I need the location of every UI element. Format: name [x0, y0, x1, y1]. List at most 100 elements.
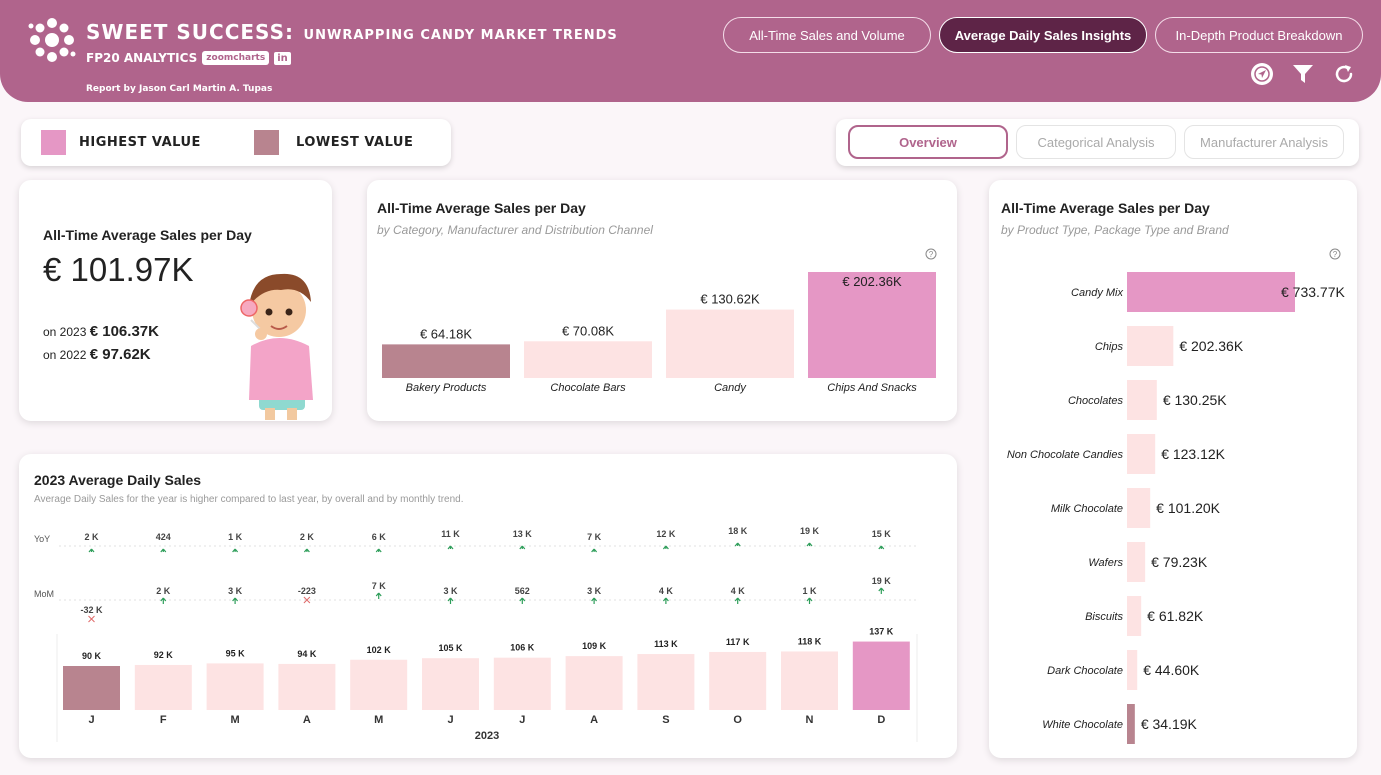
product-bar: [1127, 272, 1295, 312]
monthly-bar-chart: YoY MoM 2 K -32 K 90 K J 424 2 K 92 K F 1 K 3 K 95 K…: [34, 526, 919, 742]
up-arrow-icon: [519, 597, 526, 604]
tab-categorical-analysis[interactable]: Categorical Analysis: [1016, 125, 1176, 159]
month-bar: [134, 664, 192, 710]
nav-average-daily-sales[interactable]: Average Daily Sales Insights: [939, 17, 1147, 53]
legend-box: HIGHEST VALUE LOWEST VALUE: [21, 119, 451, 166]
product-bar: [1127, 704, 1135, 744]
month-tick-label: M: [374, 714, 383, 726]
monthly-chart-subtitle: Average Daily Sales for the year is high…: [34, 494, 464, 505]
navigate-icon[interactable]: [1250, 62, 1274, 86]
up-arrow-icon: [375, 548, 382, 553]
mom-value-label: 4 K: [659, 586, 674, 596]
svg-text:?: ?: [929, 250, 934, 259]
month-tick-label: J: [519, 714, 525, 726]
partner-logo[interactable]: zoomcharts: [202, 51, 270, 65]
product-bar: [1127, 542, 1146, 582]
up-arrow-icon: [591, 548, 598, 553]
mom-value-label: 2 K: [156, 586, 171, 596]
category-bar: [524, 341, 652, 378]
month-bar: [565, 656, 623, 710]
month-bar: [422, 658, 479, 710]
highest-value-swatch: [41, 130, 66, 155]
down-arrow-icon: [88, 615, 95, 623]
product-bar-chart: Candy Mix € 733.77K Chips € 202.36K Chocolat…: [1007, 272, 1345, 744]
x-axis-title: 2023: [475, 730, 499, 742]
tab-manufacturer-analysis[interactable]: Manufacturer Analysis: [1184, 125, 1344, 159]
month-value-label: 113 K: [654, 639, 678, 649]
refresh-icon[interactable]: [1332, 62, 1356, 86]
category-value-label: € 202.36K: [842, 274, 902, 289]
monthly-chart-card: 2023 Average Daily Sales Average Daily S…: [19, 454, 957, 758]
category-value-label: € 70.08K: [562, 323, 614, 338]
product-tick-label: Non Chocolate Candies: [1007, 449, 1124, 461]
brand-name: FP20 ANALYTICS: [86, 51, 198, 65]
mom-value-label: 1 K: [802, 586, 817, 596]
kpi-2022-row: on 2022 € 97.62K: [43, 346, 151, 363]
up-arrow-icon: [662, 597, 669, 604]
mom-value-label: -32 K: [80, 605, 103, 615]
linkedin-icon[interactable]: in: [274, 51, 291, 65]
mom-value-label: 562: [515, 586, 530, 596]
nav-product-breakdown[interactable]: In-Depth Product Breakdown: [1155, 17, 1363, 53]
up-arrow-icon: [806, 542, 813, 547]
help-icon[interactable]: ?: [925, 248, 937, 260]
kpi-2023-value: € 106.37K: [89, 323, 159, 340]
product-chart-card: All-Time Average Sales per Day by Produc…: [989, 180, 1357, 758]
yoy-value-label: 2 K: [300, 532, 315, 542]
month-value-label: 106 K: [510, 643, 535, 653]
filter-icon[interactable]: [1291, 62, 1315, 86]
tab-overview[interactable]: Overview: [848, 125, 1008, 159]
product-bar: [1127, 326, 1174, 366]
kpi-card: All-Time Average Sales per Day € 101.97K…: [19, 180, 332, 421]
month-bar: [781, 651, 838, 710]
month-tick-label: O: [733, 714, 742, 726]
product-value-label: € 202.36K: [1179, 338, 1243, 354]
help-icon[interactable]: ?: [1329, 248, 1341, 260]
month-tick-label: J: [447, 714, 453, 726]
up-arrow-icon: [878, 545, 885, 550]
product-value-label: € 130.25K: [1163, 392, 1227, 408]
yoy-value-label: 11 K: [441, 529, 460, 539]
product-tick-label: Milk Chocolate: [1051, 503, 1123, 515]
month-value-label: 137 K: [869, 627, 894, 637]
yoy-value-label: 15 K: [872, 529, 892, 539]
up-arrow-icon: [303, 548, 310, 553]
header-banner: SWEET SUCCESS: UNWRAPPING CANDY MARKET T…: [0, 0, 1381, 102]
mom-value-label: -223: [298, 586, 316, 596]
nav-all-time-sales[interactable]: All-Time Sales and Volume: [723, 17, 931, 53]
month-tick-label: J: [88, 714, 94, 726]
category-value-label: € 130.62K: [700, 292, 760, 307]
month-value-label: 90 K: [82, 651, 102, 661]
logo-icon: [28, 18, 76, 62]
up-arrow-icon: [806, 597, 813, 604]
up-arrow-icon: [232, 597, 239, 604]
report-title-main: SWEET SUCCESS:: [86, 20, 294, 44]
category-bar: [666, 309, 794, 378]
category-chart-subtitle: by Category, Manufacturer and Distributi…: [377, 223, 653, 237]
kid-with-lollipop-illustration: [240, 273, 313, 420]
month-bar: [350, 659, 408, 710]
category-tick-label: Chips And Snacks: [827, 382, 917, 394]
up-arrow-icon: [447, 597, 454, 604]
product-tick-label: Chocolates: [1068, 395, 1124, 407]
svg-text:?: ?: [1333, 250, 1338, 259]
yoy-value-label: 1 K: [228, 532, 243, 542]
mom-value-label: 3 K: [443, 586, 458, 596]
up-arrow-icon: [519, 545, 526, 550]
category-chart-card: All-Time Average Sales per Day by Catego…: [367, 180, 957, 421]
yoy-row-label: YoY: [34, 534, 50, 544]
month-tick-label: A: [303, 714, 311, 726]
mom-value-label: 3 K: [228, 586, 243, 596]
kpi-2023-row: on 2023 € 106.37K: [43, 323, 159, 340]
kpi-title: All-Time Average Sales per Day: [43, 227, 252, 243]
product-bar: [1127, 380, 1157, 420]
up-arrow-icon: [160, 597, 167, 604]
up-arrow-icon: [232, 548, 239, 553]
brand-row: FP20 ANALYTICS zoomcharts in: [86, 51, 291, 65]
up-arrow-icon: [662, 545, 669, 550]
product-chart-subtitle: by Product Type, Package Type and Brand: [1001, 223, 1229, 237]
month-value-label: 105 K: [438, 643, 463, 653]
month-bar: [278, 663, 336, 710]
month-value-label: 102 K: [367, 645, 392, 655]
month-value-label: 92 K: [154, 650, 174, 660]
